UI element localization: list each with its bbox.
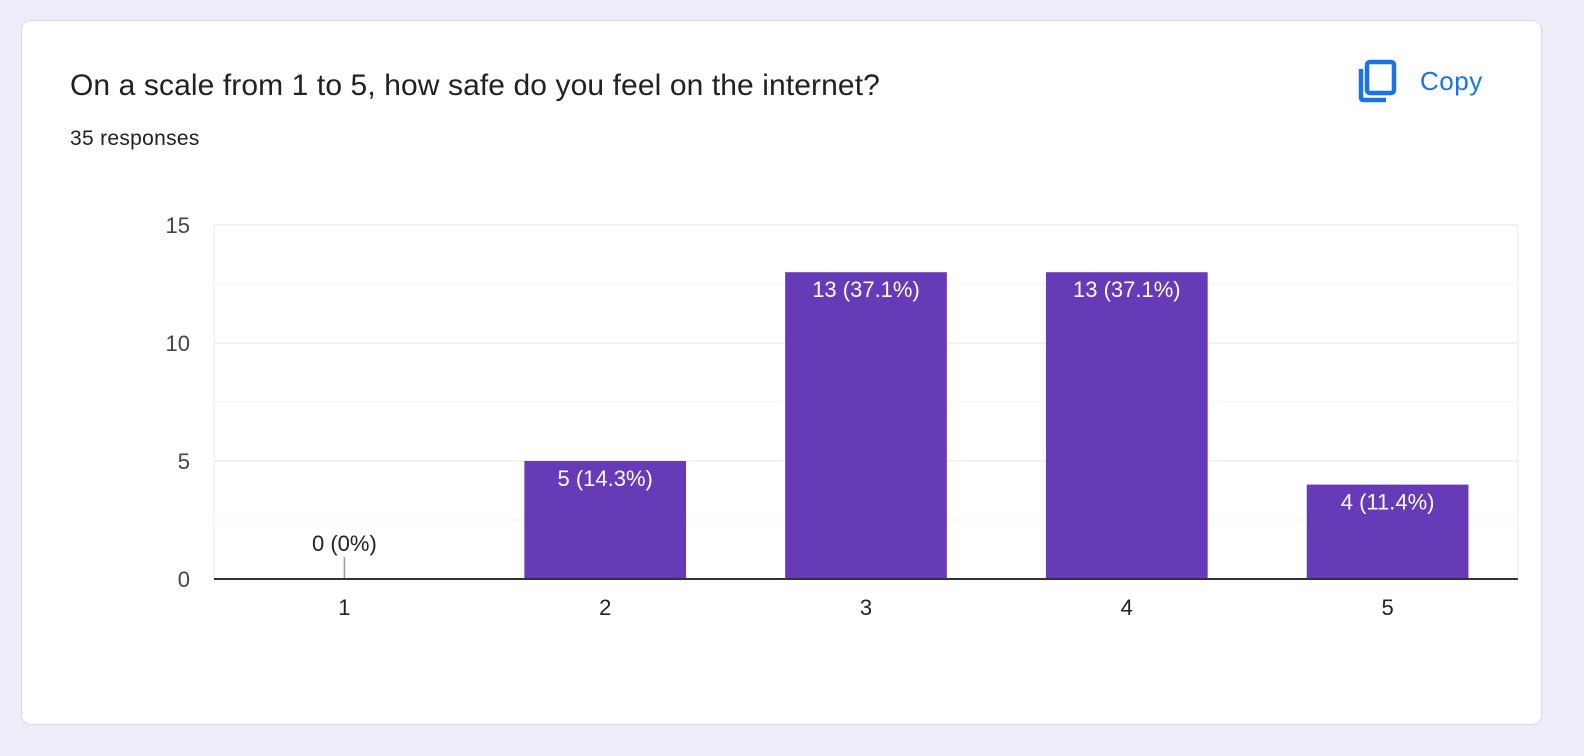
bar-2 xyxy=(524,461,687,579)
y-tick-label-10: 10 xyxy=(166,331,190,356)
x-tick-label-1: 1 xyxy=(338,595,350,620)
copy-button[interactable]: Copy xyxy=(1346,51,1495,111)
question-title: On a scale from 1 to 5, how safe do you … xyxy=(70,69,880,102)
bar-chart: 0 5 10 15 0 (0%) 1 5 (14.3%) 2 13 (37.1%) 3 13 (37… xyxy=(166,213,1519,620)
x-tick-label-5: 5 xyxy=(1381,595,1393,620)
data-label-1: 0 (0%) xyxy=(312,531,377,556)
data-label-2: 5 (14.3%) xyxy=(558,466,653,491)
x-tick-label-2: 2 xyxy=(599,595,611,620)
x-tick-label-3: 3 xyxy=(860,595,872,620)
question-card: On a scale from 1 to 5, how safe do you … xyxy=(21,20,1542,725)
copy-button-label: Copy xyxy=(1420,65,1483,96)
y-tick-label-5: 5 xyxy=(178,449,190,474)
data-label-5: 4 (11.4%) xyxy=(1341,490,1435,515)
bar-3 xyxy=(785,272,947,579)
x-tick-label-4: 4 xyxy=(1121,595,1133,620)
copy-icon xyxy=(1358,59,1398,103)
response-count: 35 responses xyxy=(70,127,200,150)
y-tick-label-15: 15 xyxy=(166,213,190,238)
y-tick-label-0: 0 xyxy=(178,567,190,592)
bar-4 xyxy=(1045,272,1208,579)
bar-5 xyxy=(1306,484,1469,579)
data-label-4: 13 (37.1%) xyxy=(1073,277,1181,302)
data-label-3: 13 (37.1%) xyxy=(812,277,920,302)
